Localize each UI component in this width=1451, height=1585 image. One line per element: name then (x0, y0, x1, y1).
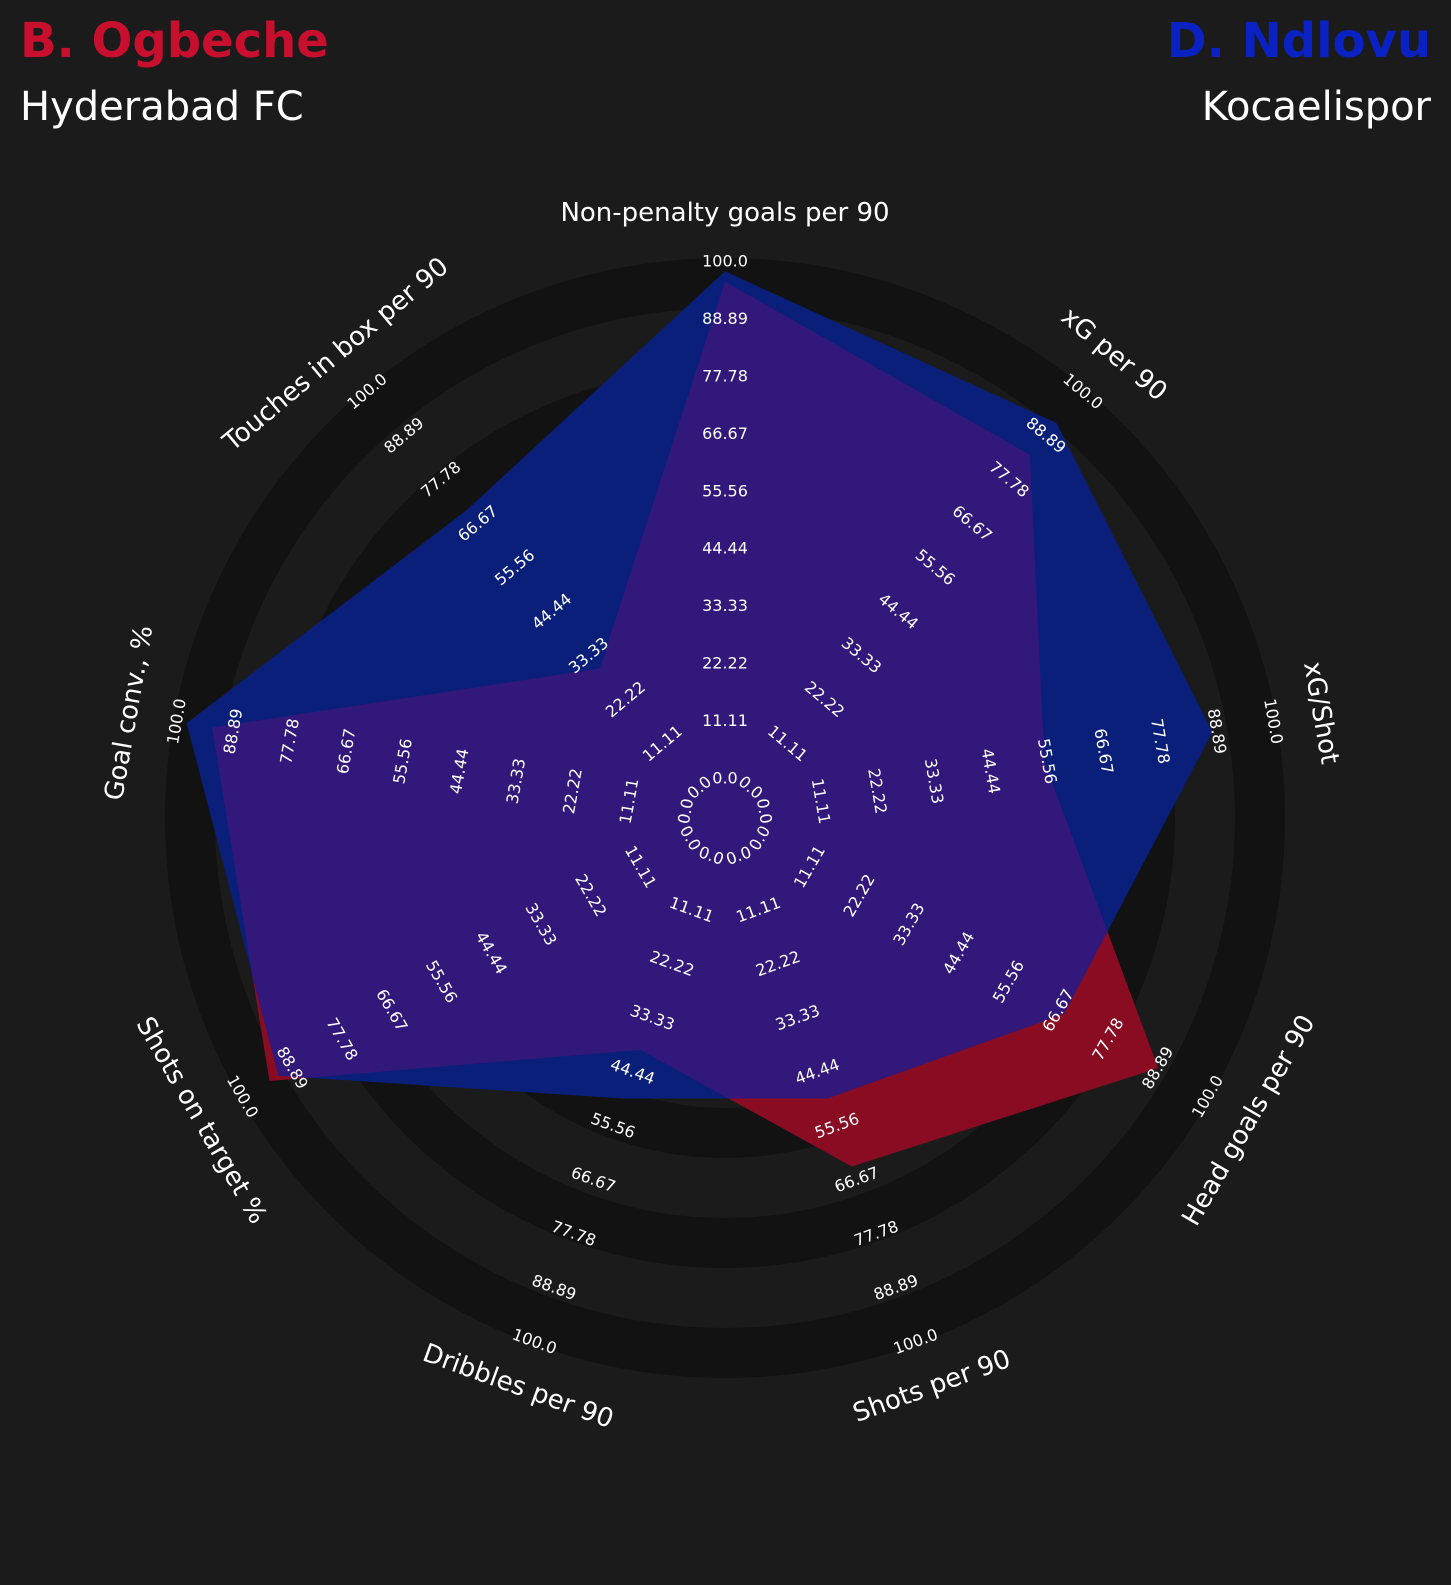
tick-label: 0.0 (712, 769, 737, 788)
player2-team: Kocaelispor (1201, 84, 1431, 130)
tick-label: 55.56 (702, 481, 748, 500)
tick-label: 22.22 (702, 654, 748, 673)
tick-label: 88.89 (702, 309, 748, 328)
tick-label: 33.33 (702, 596, 748, 615)
axis-label: Non-penalty goals per 90 (560, 198, 889, 228)
tick-label: 0.0 (753, 797, 776, 825)
player1-team: Hyderabad FC (20, 84, 304, 130)
tick-label: 77.78 (702, 366, 748, 385)
axis-label: Goal conv., % (99, 623, 159, 803)
tick-label: 66.67 (702, 424, 748, 443)
tick-label: 100.0 (702, 252, 748, 271)
series-overlap (212, 281, 1159, 1099)
tick-label: 11.11 (702, 711, 748, 730)
tick-label: 44.44 (702, 539, 748, 558)
player1-name: B. Ogbeche (20, 13, 329, 69)
tick-label: 0.0 (674, 797, 697, 825)
axis-label: xG/Shot (1297, 659, 1344, 766)
radar-series (186, 271, 1213, 1167)
player2-name: D. Ndlovu (1166, 13, 1431, 69)
